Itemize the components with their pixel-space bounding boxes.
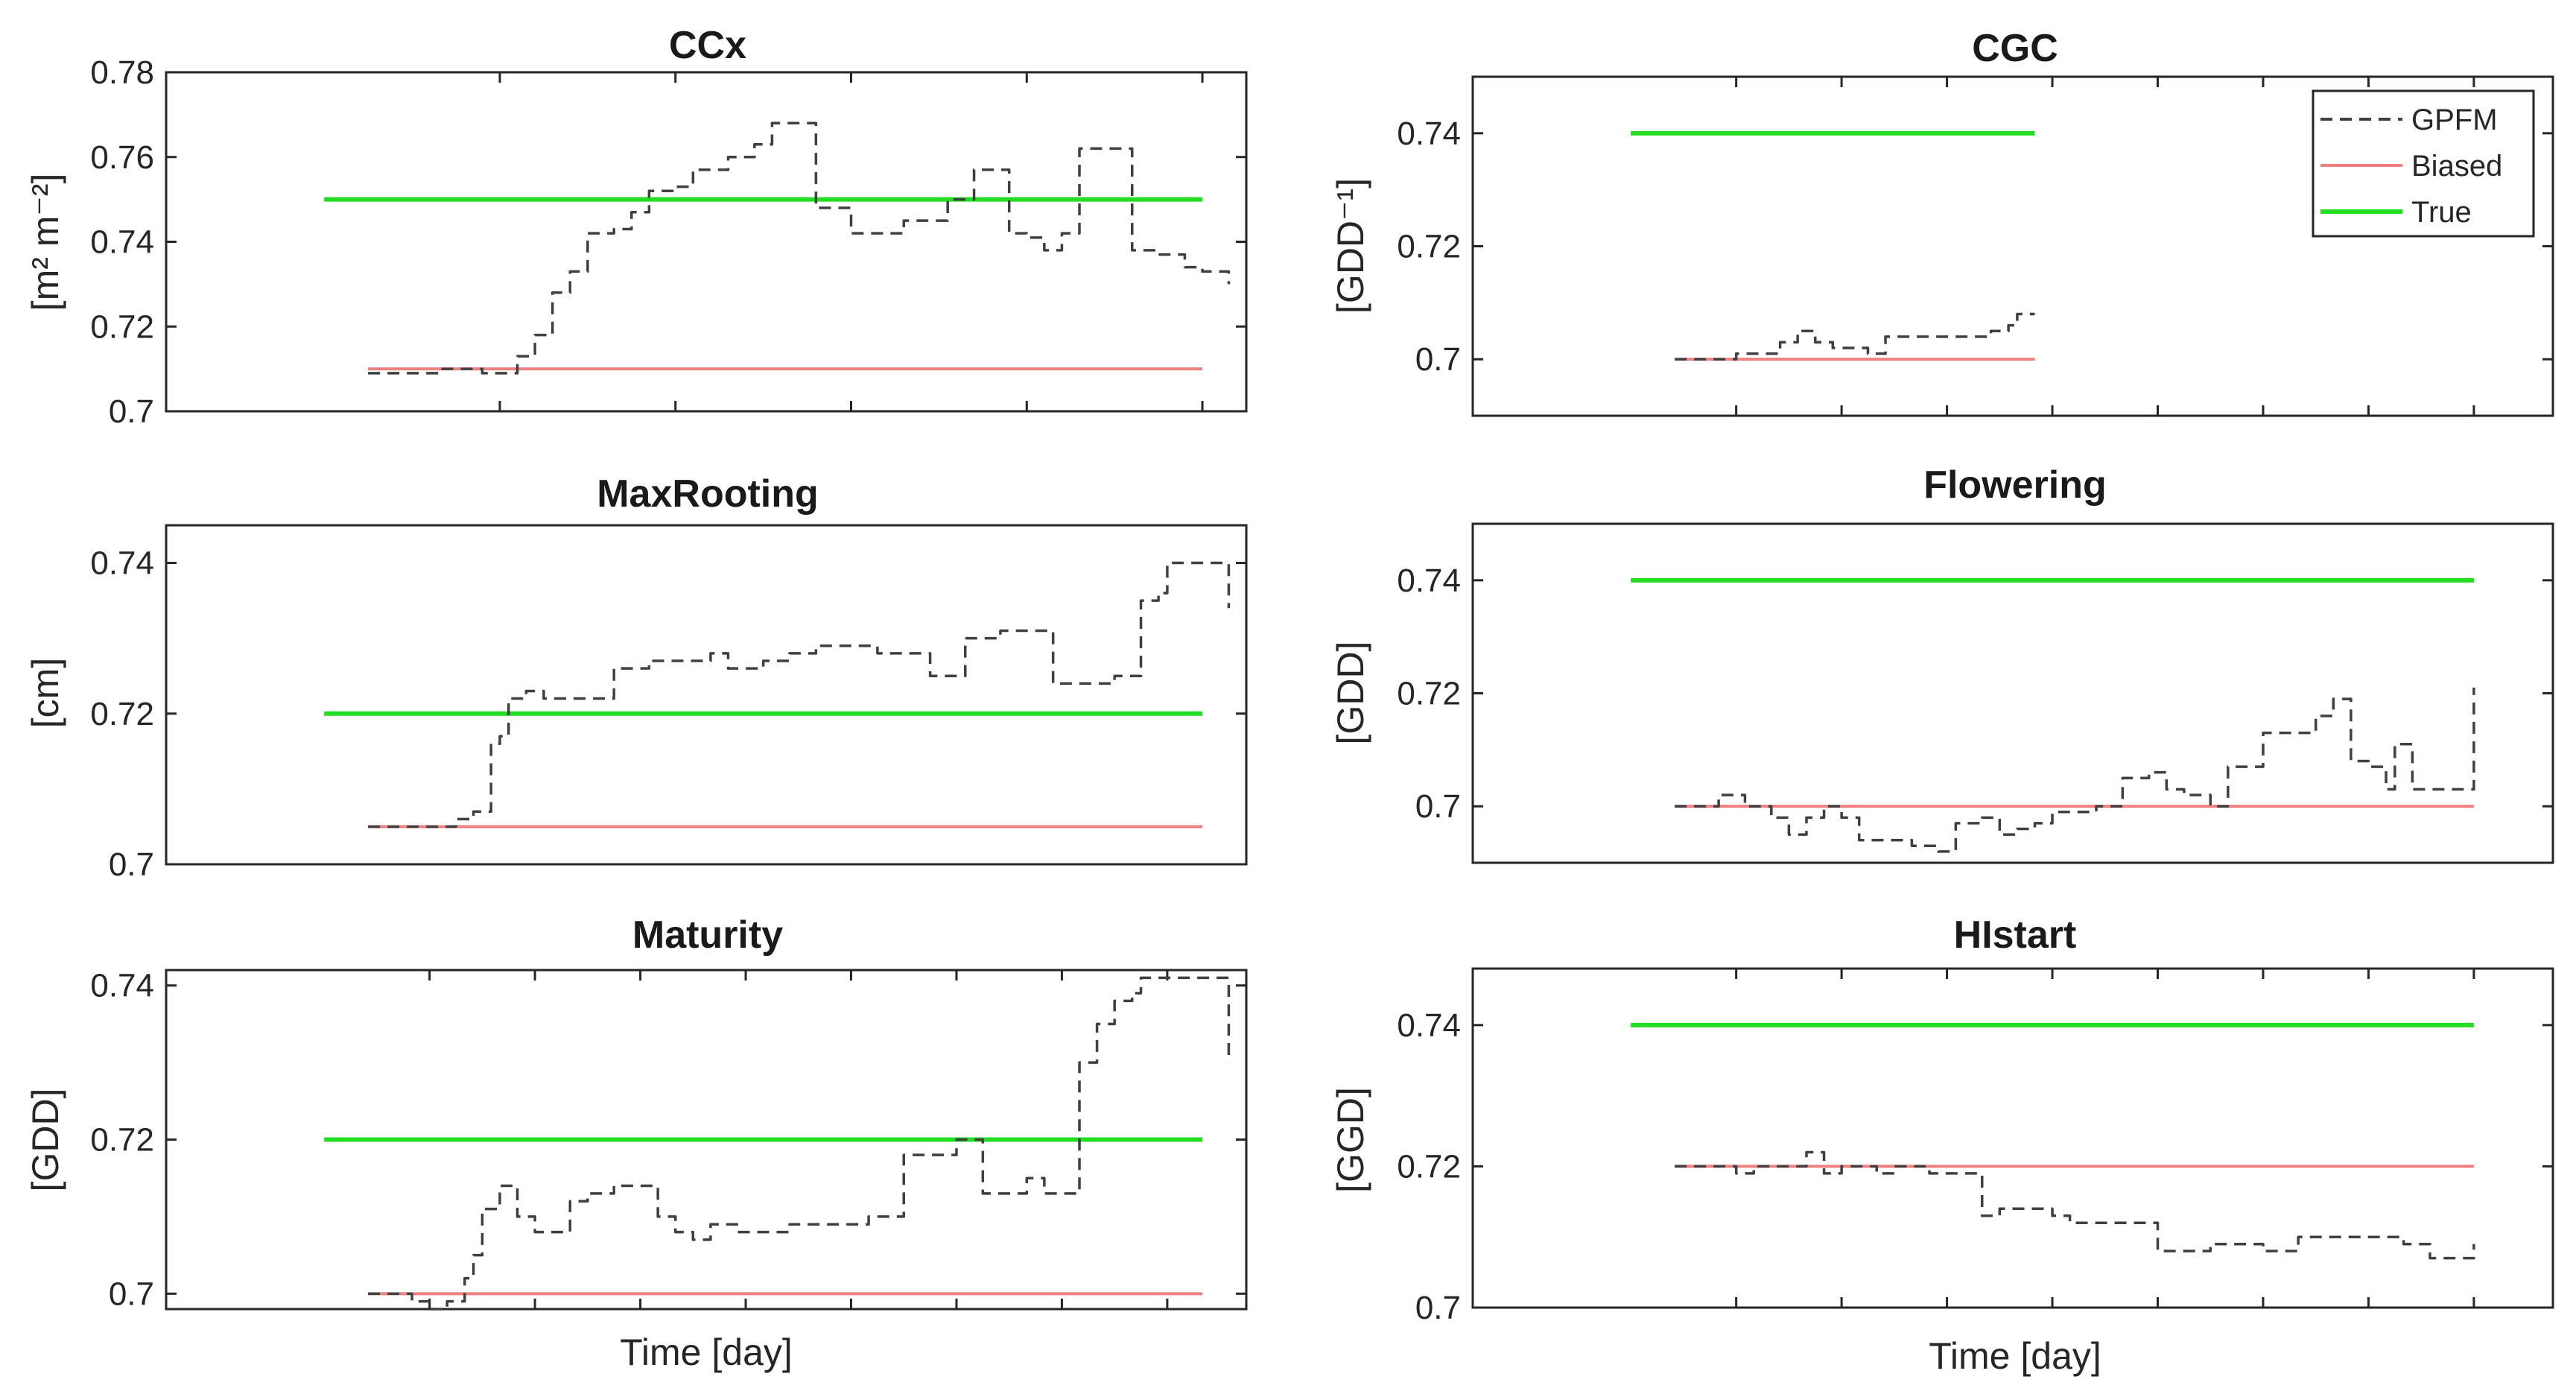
y-tick-label: 0.74 <box>1397 115 1461 152</box>
legend-label-true: True <box>2411 196 2472 229</box>
y-axis-label: [GDD] <box>25 1089 66 1192</box>
y-tick-label: 0.7 <box>109 1276 154 1312</box>
y-tick-label: 0.72 <box>1397 229 1461 265</box>
series-line-gpfm <box>368 121 1231 375</box>
y-tick-label: 0.7 <box>1415 788 1461 825</box>
y-tick-label: 0.74 <box>1397 563 1461 599</box>
y-tick-label: 0.72 <box>90 1122 154 1159</box>
y-tick-label: 0.74 <box>90 968 154 1004</box>
series-line-gpfm <box>1675 1150 2475 1260</box>
axes-box <box>1471 967 2554 1309</box>
y-axis-label: [GDD⁻¹] <box>1330 178 1371 314</box>
panel-flowering: Flowering [GDD] 0.7 0.72 0.74 <box>1330 463 2554 864</box>
x-axis-label: Time [day] <box>620 1331 793 1373</box>
y-tick-label: 0.72 <box>1397 676 1461 712</box>
series-line-gpfm <box>1675 687 2475 853</box>
y-axis-label: [cm] <box>25 658 66 728</box>
y-tick-label: 0.74 <box>90 224 154 261</box>
panel-histart: HIstart [GGD] Time [day] 0.7 0.72 0.74 <box>1330 913 2554 1377</box>
legend-label-gpfm: GPFM <box>2411 104 2498 136</box>
y-axis-label: [m² m⁻²] <box>25 174 66 311</box>
y-axis-label: [GDD] <box>1330 642 1371 745</box>
series-line-gpfm <box>368 976 1231 1311</box>
panel-title: CGC <box>1972 27 2058 70</box>
axes-box <box>1471 522 2554 864</box>
axes-box <box>165 71 1248 413</box>
y-tick-label: 0.7 <box>109 846 154 883</box>
series-line-gpfm <box>1675 312 2035 361</box>
series-line-gpfm <box>368 561 1231 829</box>
legend-label-biased: Biased <box>2411 150 2502 183</box>
y-tick-label: 0.72 <box>90 696 154 732</box>
y-tick-label: 0.7 <box>1415 1290 1461 1326</box>
y-tick-label: 0.74 <box>1397 1007 1461 1044</box>
panel-title: MaxRooting <box>597 472 819 516</box>
legend: GPFM Biased True <box>2312 89 2535 238</box>
panel-maturity: Maturity [GDD] Time [day] 0.7 0.72 0.74 <box>25 913 1248 1373</box>
x-axis-label: Time [day] <box>1929 1335 2101 1377</box>
y-tick-label: 0.74 <box>90 545 154 582</box>
y-tick-label: 0.72 <box>90 308 154 345</box>
panel-title: HIstart <box>1954 913 2077 957</box>
y-tick-label: 0.7 <box>1415 341 1461 378</box>
y-tick-label: 0.78 <box>90 54 154 91</box>
y-tick-label: 0.72 <box>1397 1148 1461 1185</box>
y-tick-label: 0.7 <box>109 393 154 430</box>
panel-title: Flowering <box>1923 463 2107 507</box>
panel-cgc: CGC [GDD⁻¹] 0.7 0.72 0.74 GPFM Biased True <box>1330 27 2554 417</box>
axes-box <box>165 524 1248 866</box>
panel-title: CCx <box>669 24 746 67</box>
panel-ccx: CCx [m² m⁻²] 0.7 0.72 0.74 0.76 0.78 <box>25 24 1248 430</box>
panel-maxrooting: MaxRooting [cm] 0.7 0.72 0.74 <box>25 472 1248 883</box>
panel-title: Maturity <box>632 913 783 957</box>
y-axis-label: [GGD] <box>1330 1087 1371 1193</box>
y-tick-label: 0.76 <box>90 139 154 176</box>
